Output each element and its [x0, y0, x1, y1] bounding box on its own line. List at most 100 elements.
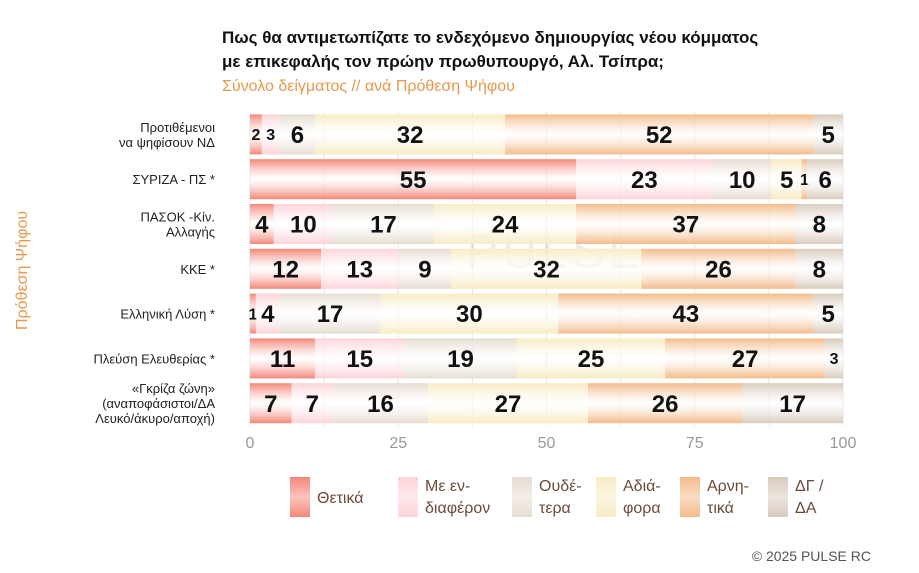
legend-swatch: [680, 477, 700, 517]
data-label: 9: [418, 256, 431, 283]
bar-segment: [825, 338, 843, 379]
legend-label: τερα: [539, 500, 571, 517]
data-label: 27: [732, 346, 759, 373]
chart-title-line1: Πως θα αντιμετωπίζατε το ενδεχόμενο δημι…: [222, 28, 759, 47]
bar-segment: [404, 338, 517, 379]
data-label: 6: [819, 167, 832, 194]
data-label: 43: [673, 301, 700, 328]
data-label: 19: [447, 346, 474, 373]
data-label: 1: [249, 306, 258, 323]
legend-label: Με εν-: [425, 478, 470, 495]
legend-swatch: [512, 477, 532, 517]
legend-swatch: [398, 477, 418, 517]
bar-segment: [665, 338, 826, 379]
data-label: 8: [813, 256, 826, 283]
bar-segment: [451, 248, 642, 289]
legend-swatch: [290, 477, 310, 517]
category-label: Πλεύση Ελευθερίας *: [94, 351, 216, 366]
chart-subtitle: Σύνολο δείγματος // ανά Πρόθεση Ψήφου: [222, 78, 515, 95]
legend-label: Ουδέ-: [539, 478, 582, 495]
category-label: (αναποφάσιστοι/ΔΑ: [102, 396, 215, 411]
x-tick-label: 75: [686, 435, 704, 452]
data-label: 10: [290, 212, 317, 239]
legend-swatch: [768, 477, 788, 517]
bar-segment: [315, 114, 505, 155]
data-label: 37: [673, 212, 700, 239]
bar-segment: [742, 383, 843, 424]
data-label: 6: [291, 122, 304, 149]
data-label: 17: [370, 212, 397, 239]
bar-segment: [813, 114, 843, 155]
data-label: 26: [705, 256, 732, 283]
data-label: 32: [397, 122, 424, 149]
category-label: Αλλαγής: [166, 225, 215, 240]
data-label: 5: [780, 167, 793, 194]
data-label: 10: [729, 167, 756, 194]
data-label: 23: [631, 167, 658, 194]
legend-label: ΔΓ /: [795, 478, 824, 495]
category-label: ΚΚΕ *: [180, 262, 215, 277]
data-label: 30: [456, 301, 483, 328]
data-label: 5: [821, 301, 834, 328]
data-label: 3: [830, 351, 839, 368]
bar-segment: [641, 248, 796, 289]
bar-segment: [504, 114, 814, 155]
bar-segment: [801, 159, 808, 200]
category-label: «Γκρίζα ζώνη»: [132, 381, 215, 396]
x-tick-label: 25: [389, 435, 407, 452]
category-label: Ελληνική Λύση *: [120, 307, 215, 322]
data-label: 13: [346, 256, 373, 283]
bar-segment: [398, 248, 452, 289]
bar-segment: [807, 159, 843, 200]
data-label: 1: [800, 172, 809, 189]
bar-segment: [250, 338, 316, 379]
bar-segment: [315, 338, 405, 379]
bar-segment: [250, 204, 274, 244]
chart-title-line2: με επικεφαλής τον πρώην πρωθυπουργό, Αλ.…: [222, 52, 664, 71]
data-label: 2: [251, 127, 260, 144]
bar-segment: [516, 338, 666, 379]
legend-label: τικά: [707, 500, 734, 517]
bar-segment: [273, 204, 334, 244]
bar-segment: [795, 248, 843, 289]
data-label: 25: [578, 346, 605, 373]
data-label: 7: [264, 391, 277, 418]
category-label: ΠΑΣΟΚ -Κίν.: [141, 210, 216, 225]
data-label: 4: [261, 301, 275, 328]
data-label: 55: [400, 167, 427, 194]
bar-segment: [712, 159, 772, 200]
bar-segment: [255, 293, 280, 334]
bar-segment: [250, 248, 322, 289]
bar-segment: [279, 114, 316, 155]
legend-label: Αρνη-: [707, 478, 749, 495]
data-label: 12: [272, 256, 299, 283]
data-label: 3: [266, 127, 275, 144]
data-label: 27: [495, 391, 522, 418]
data-label: 16: [367, 391, 394, 418]
x-tick-label: 0: [246, 435, 255, 452]
bar-segment: [433, 204, 577, 244]
bar-segment: [795, 204, 843, 244]
bar-segment: [261, 114, 280, 155]
legend-swatch: [596, 477, 616, 517]
bar-segment: [427, 383, 589, 424]
legend-label: Αδιά-: [623, 478, 661, 495]
copyright: © 2025 PULSE RC: [751, 548, 871, 564]
bar-segment: [333, 383, 428, 424]
data-label: 52: [646, 122, 673, 149]
data-label: 17: [317, 301, 344, 328]
legend-label: ΔΑ: [795, 500, 817, 517]
category-label: να ψηφίσουν ΝΔ: [119, 135, 215, 150]
bar-segment: [588, 383, 743, 424]
bar-segment: [250, 159, 577, 200]
data-label: 17: [779, 391, 806, 418]
bar-segment: [576, 204, 796, 244]
bar-segment: [291, 383, 334, 424]
data-label: 4: [255, 212, 269, 239]
bar-segment: [576, 159, 713, 200]
bar-segment: [250, 293, 256, 334]
data-label: 7: [306, 391, 319, 418]
legend-label: διαφέρον: [425, 500, 490, 517]
